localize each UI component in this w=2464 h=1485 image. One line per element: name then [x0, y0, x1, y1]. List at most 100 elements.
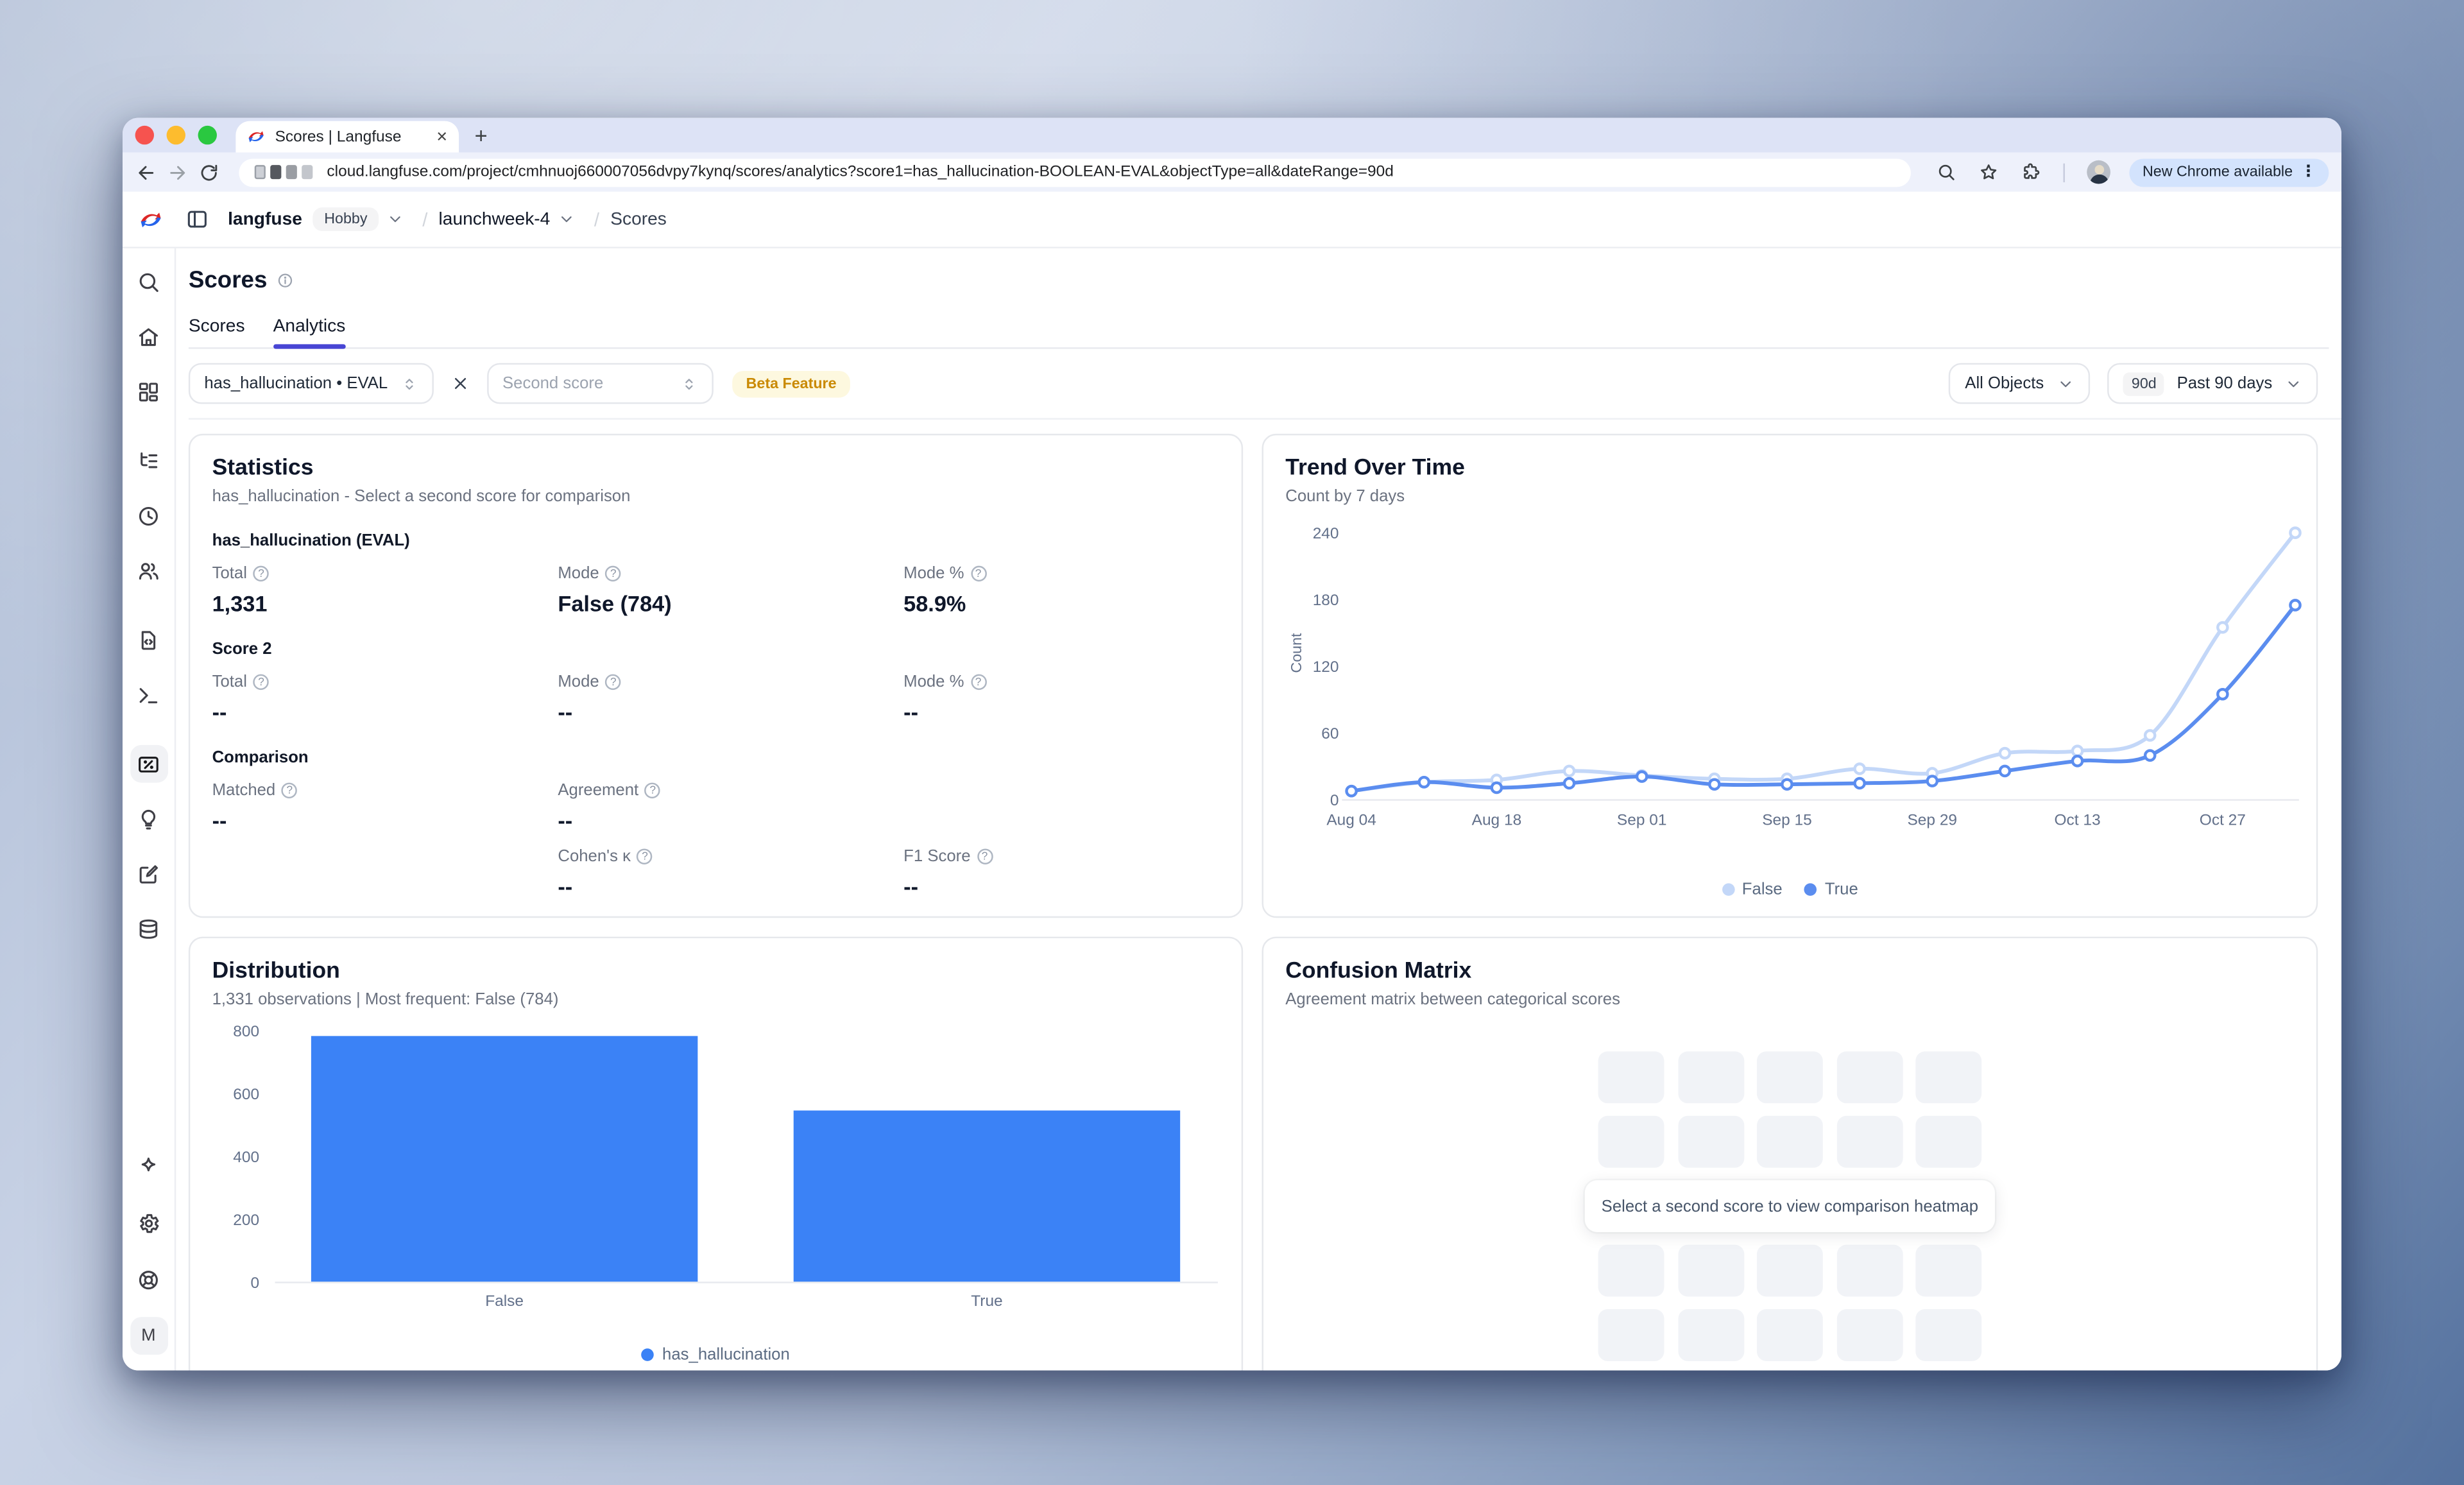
confusion-cell — [1915, 1309, 1982, 1361]
confusion-cell — [1836, 1051, 1903, 1104]
sidebar-item-prompts[interactable] — [130, 621, 167, 658]
stat-value: -- — [558, 699, 573, 725]
user-avatar[interactable]: M — [130, 1317, 167, 1355]
sidebar-item-users[interactable] — [130, 552, 167, 590]
score1-select[interactable]: has_hallucination • EVAL — [188, 363, 434, 404]
browser-menu-icon[interactable]: ⋮ — [2300, 163, 2316, 181]
stat-label: Total? — [212, 564, 558, 583]
sidebar-item-dashboards[interactable] — [130, 372, 167, 410]
sidebar-item-tracing[interactable] — [130, 442, 167, 479]
tab-analytics[interactable]: Analytics — [273, 318, 346, 349]
sidebar-item-whats-new[interactable] — [130, 1147, 167, 1185]
sidebar-nav: M — [123, 248, 176, 1371]
confusion-cell — [1598, 1244, 1664, 1297]
org-name[interactable]: langfuse — [228, 209, 302, 229]
minimize-window-button[interactable] — [166, 125, 185, 145]
sessions-icon — [137, 504, 160, 528]
site-permission-chips — [254, 165, 313, 180]
svg-text:Sep 15: Sep 15 — [1762, 812, 1812, 829]
zoom-page-icon[interactable] — [1937, 162, 1957, 182]
svg-text:60: 60 — [1321, 725, 1339, 742]
date-range-select[interactable]: 90d Past 90 days — [2108, 363, 2318, 404]
help-icon[interactable]: ? — [282, 782, 298, 799]
statistics-subtitle: has_hallucination - Select a second scor… — [212, 487, 631, 506]
breadcrumb-separator: / — [594, 208, 600, 230]
beta-feature-badge: Beta Feature — [732, 370, 851, 397]
browser-toolbar: cloud.langfuse.com/project/cmhnuoj660007… — [123, 152, 2341, 192]
confusion-cell — [1915, 1115, 1982, 1168]
extensions-puzzle-icon[interactable] — [2021, 162, 2042, 182]
toolbar-divider — [2064, 162, 2066, 182]
sidebar-group — [130, 262, 167, 410]
confusion-title: Confusion Matrix — [1285, 958, 1472, 984]
range-badge: 90d — [2123, 372, 2164, 395]
org-switcher-chevron-icon[interactable] — [386, 210, 404, 228]
sidebar-item-settings[interactable] — [130, 1204, 167, 1242]
confusion-cell — [1598, 1051, 1664, 1104]
help-icon[interactable]: ? — [253, 674, 270, 691]
legend-item-false: False — [1721, 880, 1783, 899]
search-icon — [137, 270, 160, 293]
help-icon[interactable]: ? — [970, 565, 986, 582]
trend-line-chart: 0 60 120 180 240 Count Aug 04 Aug 18 Sep 01 Sep 1… — [1285, 517, 2302, 849]
sidebar-item-playground[interactable] — [130, 676, 167, 714]
object-type-select[interactable]: All Objects — [1949, 363, 2091, 404]
sidebar-item-sessions[interactable] — [130, 497, 167, 535]
chrome-update-button[interactable]: New Chrome available ⋮ — [2130, 158, 2329, 187]
help-icon[interactable]: ? — [970, 674, 986, 691]
address-bar[interactable]: cloud.langfuse.com/project/cmhnuoj660007… — [239, 158, 1912, 187]
stat-section-heading: Score 2 — [212, 639, 272, 659]
project-name[interactable]: launchweek-4 — [438, 209, 551, 229]
score2-select[interactable]: Second score — [486, 363, 714, 404]
distribution-bar-chart: 0 200 400 600 800 False True — [212, 1023, 1220, 1323]
reload-icon[interactable] — [198, 161, 220, 183]
stat-value: -- — [903, 699, 919, 725]
stat-label: Agreement? — [558, 781, 903, 800]
forward-icon[interactable] — [167, 161, 189, 183]
project-switcher-chevron-icon[interactable] — [558, 210, 576, 228]
users-icon — [137, 559, 160, 583]
sidebar-toggle-icon[interactable] — [185, 207, 209, 231]
tab-close-icon[interactable]: ✕ — [436, 128, 448, 144]
info-icon[interactable] — [277, 272, 294, 289]
playground-icon — [137, 683, 160, 707]
home-icon — [137, 325, 160, 348]
tab-scores[interactable]: Scores — [188, 317, 245, 337]
trend-title: Trend Over Time — [1285, 456, 1465, 481]
browser-tab-active[interactable]: Scores | Langfuse ✕ — [235, 121, 459, 153]
trend-card: Trend Over Time Count by 7 days 0 60 120 18… — [1262, 433, 2318, 918]
bookmark-star-icon[interactable] — [1979, 162, 1999, 182]
sidebar-item-scores[interactable] — [130, 744, 167, 783]
sidebar-group — [130, 744, 167, 948]
zoom-window-button[interactable] — [198, 125, 217, 145]
help-icon[interactable]: ? — [645, 782, 661, 799]
sidebar-item-support[interactable] — [130, 1260, 167, 1298]
main-content: Scores Scores Analytics has_hallucination… — [176, 248, 2341, 1371]
confusion-row — [1598, 1115, 1982, 1168]
sidebar-item-datasets[interactable] — [130, 910, 167, 948]
confusion-row — [1598, 1051, 1982, 1104]
back-icon[interactable] — [135, 161, 157, 183]
sidebar-item-evaluation[interactable] — [130, 800, 167, 838]
clear-score-icon[interactable] — [450, 374, 469, 393]
confusion-cell — [1915, 1244, 1982, 1297]
stat-value: 58.9% — [903, 590, 966, 617]
close-window-button[interactable] — [135, 125, 155, 145]
svg-text:Aug 04: Aug 04 — [1326, 812, 1376, 829]
help-icon[interactable]: ? — [605, 565, 621, 582]
profile-avatar[interactable] — [2087, 160, 2112, 184]
confusion-cell — [1598, 1115, 1664, 1168]
new-tab-button[interactable]: + — [474, 123, 488, 148]
sidebar-item-search[interactable] — [130, 262, 167, 300]
help-icon[interactable]: ? — [977, 848, 993, 864]
help-icon[interactable]: ? — [605, 674, 621, 691]
distribution-legend: has_hallucination — [212, 1345, 1220, 1364]
score2-placeholder: Second score — [502, 373, 604, 393]
legend-dot-icon — [1721, 883, 1734, 896]
sidebar-item-home[interactable] — [130, 318, 167, 356]
help-icon[interactable]: ? — [637, 848, 653, 864]
help-icon[interactable]: ? — [253, 565, 270, 582]
sidebar-item-annotation[interactable] — [130, 855, 167, 893]
confusion-cell — [1677, 1115, 1744, 1168]
langfuse-favicon-icon — [246, 127, 265, 146]
